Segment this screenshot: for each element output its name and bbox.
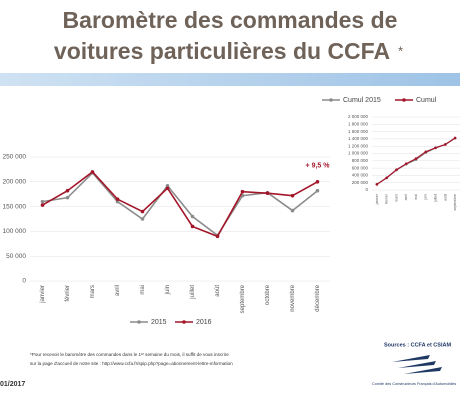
y-tick-label: 200 000 <box>352 180 369 185</box>
header-band <box>0 73 460 86</box>
y-tick-label: 1 000 000 <box>348 151 369 156</box>
x-tick-label: septembre <box>453 194 457 211</box>
x-tick-label: mai <box>414 194 418 200</box>
point <box>190 224 195 229</box>
y-tick-label: 1 800 000 <box>348 121 369 126</box>
x-tick-label: février <box>385 193 389 204</box>
x-tick-label: avril <box>404 194 408 201</box>
y-tick-label: 200 000 <box>3 179 27 186</box>
logo <box>392 355 442 374</box>
y-tick-label: 150 000 <box>3 203 27 210</box>
point <box>215 234 220 239</box>
x-tick-label: janvier <box>375 193 379 205</box>
y-tick-label: 400 000 <box>352 173 369 178</box>
legend-label: Cumul <box>416 97 437 104</box>
x-tick-label: juin <box>424 194 428 201</box>
point <box>404 162 408 166</box>
annotation: + 9,5 % <box>306 163 331 170</box>
point <box>290 208 295 213</box>
y-tick-label: 1 600 000 <box>348 129 369 134</box>
y-tick-label: 600 000 <box>352 165 369 170</box>
point <box>434 146 437 150</box>
y-tick-label: 250 000 <box>3 154 27 161</box>
x-tick-label: novembre <box>290 284 296 311</box>
legend-swatch <box>137 320 141 324</box>
note-line: *Pour recevoir le baromètre des commande… <box>30 352 229 357</box>
legend-swatch <box>329 98 333 102</box>
sources: Sources : CCFA et CSIAM <box>384 342 451 348</box>
point <box>315 180 320 184</box>
line <box>42 171 318 237</box>
line <box>42 170 318 238</box>
point <box>65 195 70 200</box>
point <box>265 191 270 196</box>
point <box>40 199 45 204</box>
y-tick-label: 2 000 000 <box>348 114 369 119</box>
x-tick-label: décembre <box>315 284 321 311</box>
x-tick-label: juillet <box>433 194 437 203</box>
title-mark: * <box>398 43 403 58</box>
x-tick-label: avril <box>115 285 121 296</box>
y-tick-label: 800 000 <box>352 158 369 163</box>
x-tick-label: février <box>65 285 71 302</box>
legend-swatch <box>182 320 186 324</box>
y-tick-label: 1 400 000 <box>348 136 369 141</box>
point <box>140 217 145 221</box>
date: 01/2017 <box>0 381 25 388</box>
y-tick-label: 100 000 <box>3 228 27 235</box>
point <box>115 199 120 204</box>
x-tick-label: mai <box>140 285 146 295</box>
point <box>115 197 120 201</box>
x-tick-label: septembre <box>240 284 246 313</box>
x-tick-label: mars <box>394 194 398 202</box>
point <box>165 183 170 188</box>
point <box>165 186 170 191</box>
x-tick-label: août <box>215 285 221 297</box>
y-tick-label: 0 <box>365 187 368 192</box>
point <box>240 189 245 194</box>
point <box>65 188 70 193</box>
point <box>290 193 295 198</box>
x-tick-label: août <box>443 194 447 201</box>
point <box>90 170 95 174</box>
point <box>414 157 418 160</box>
line <box>376 137 456 185</box>
point <box>444 143 447 146</box>
legend-label: 2015 <box>151 319 167 326</box>
point <box>424 150 428 154</box>
x-tick-label: octobre <box>265 284 271 305</box>
point <box>40 203 45 207</box>
point <box>375 183 379 186</box>
point <box>453 136 457 140</box>
y-tick-label: 0 <box>22 278 26 285</box>
legend-swatch <box>402 98 406 102</box>
point <box>385 176 388 180</box>
legend-label: 2016 <box>196 319 212 326</box>
point <box>140 209 145 214</box>
point <box>395 168 398 172</box>
title-line: Baromètre des commandes de <box>63 7 398 33</box>
x-tick-label: juin <box>165 285 171 295</box>
title-line: voitures particulières du CCFA <box>54 38 390 64</box>
organization: Comité des Constructeurs Français d'Auto… <box>372 382 456 386</box>
x-tick-label: juillet <box>190 285 196 300</box>
point <box>190 214 195 219</box>
legend-label: Cumul 2015 <box>343 97 381 104</box>
note-line: sur la page d'accueil de notre site : ht… <box>30 361 233 366</box>
y-tick-label: 50 000 <box>6 253 26 260</box>
y-tick-label: 1 200 000 <box>348 143 369 148</box>
x-tick-label: janvier <box>40 285 46 304</box>
point <box>315 188 320 193</box>
x-tick-label: mars <box>90 285 96 298</box>
